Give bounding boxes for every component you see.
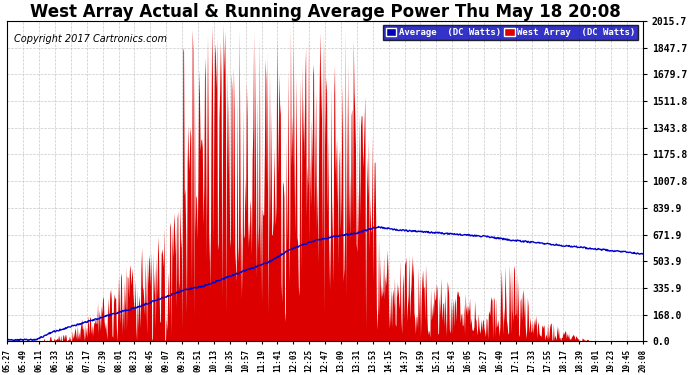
Legend: Average  (DC Watts), West Array  (DC Watts): Average (DC Watts), West Array (DC Watts… bbox=[383, 25, 638, 40]
Text: Copyright 2017 Cartronics.com: Copyright 2017 Cartronics.com bbox=[14, 34, 166, 44]
Title: West Array Actual & Running Average Power Thu May 18 20:08: West Array Actual & Running Average Powe… bbox=[30, 3, 620, 21]
